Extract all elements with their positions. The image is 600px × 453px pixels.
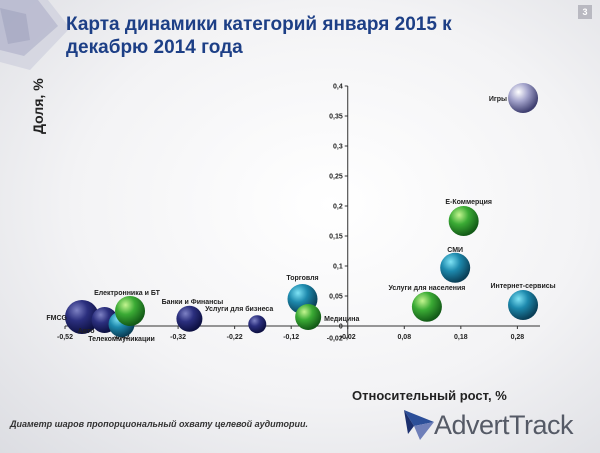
bubble-13 [508,83,539,113]
page-number: 3 [578,5,592,19]
brand-logo: AdvertTrack [400,405,590,445]
y-tick-label: -0,02 [327,336,343,343]
bubble-label: Е-Коммерция [445,199,492,206]
bubble-label: Услуги для населения [388,285,465,292]
bubble-1 [64,300,99,334]
bubble-label: СМИ [447,247,463,254]
bubble-6 [248,315,267,334]
bubble-11 [448,206,479,236]
x-tick-label: -0,12 [283,334,299,341]
brand-mark-icon [404,410,434,440]
x-tick-label: -0,22 [227,334,243,341]
bubble-label: Торговля [286,275,318,282]
corner-decoration [0,0,70,70]
x-tick-label: -0,52 [57,334,73,341]
y-tick-label: 0 [339,324,343,331]
bubble-4 [115,296,146,326]
y-tick-label: 0,4 [333,84,343,91]
x-tick-label: 0,28 [511,334,525,341]
bubble-label: Електронника и БТ [94,290,161,297]
bubble-8 [295,304,322,330]
bubble-label: Услуги для бизнеса [205,305,273,313]
y-tick-label: 0,2 [333,204,343,211]
bubble-label: Медицина [324,316,359,323]
x-tick-label: -0,42 [114,334,130,341]
y-tick-label: 0,15 [329,234,343,241]
bubble-9 [411,291,442,322]
x-tick-label: -0,02 [340,334,356,341]
y-tick-label: 0,05 [329,294,343,301]
bubble-label: Телекоммуникации [88,336,155,343]
chart-title: Карта динамики категорий января 2015 к д… [66,14,452,58]
x-tick-label: 0,18 [454,334,468,341]
axes-group: -0,52 -0,42 -0,32 -0,22 -0,12 -0,02 0,08 0,18 0,… [57,84,540,343]
y-tick-label: 0,3 [333,144,343,151]
bubble-label: FMCG [46,315,67,322]
y-tick-label: 0,35 [329,114,343,121]
brand-name: AdvertTrack [434,409,574,440]
bubble-10 [440,252,471,283]
bubble-label: Авто [78,328,95,335]
bubble-label: Игры [489,96,507,103]
bubble-12 [508,290,539,320]
bubble-5 [176,305,203,332]
bubble-label: Банки и Финансы [162,299,224,306]
x-axis-label: Относительный рост, % [352,388,507,403]
bubble-label: Интернет-сервисы [490,283,555,290]
y-tick-label: 0,25 [329,174,343,181]
footnote: Диаметр шаров пропорциональный охвату це… [10,419,309,429]
x-tick-label: 0,08 [397,334,411,341]
x-tick-label: -0,32 [170,334,186,341]
y-tick-label: 0,1 [333,264,343,271]
